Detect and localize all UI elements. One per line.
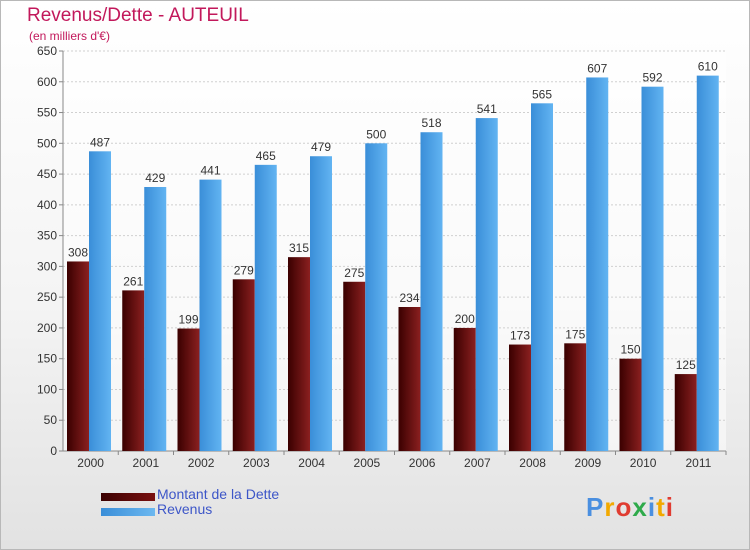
bar-label-dette-2000: 308 [68, 245, 88, 259]
bar-revenus-2010 [641, 86, 664, 451]
bar-revenus-2001 [144, 187, 167, 451]
x-tick-label-2009: 2009 [575, 456, 602, 470]
brand-letter: r [604, 492, 616, 522]
y-tick-label: 500 [37, 136, 57, 150]
x-tick-label-2001: 2001 [133, 456, 160, 470]
bar-label-revenus-2001: 429 [145, 171, 165, 185]
y-tick-label: 200 [37, 321, 57, 335]
bar-label-revenus-2000: 487 [90, 135, 110, 149]
bar-revenus-2003 [254, 164, 277, 451]
x-tick-label-2003: 2003 [243, 456, 270, 470]
brand-letter: t [656, 492, 666, 522]
bar-label-dette-2007: 200 [455, 312, 475, 326]
y-tick-label: 650 [37, 44, 57, 58]
x-tick-label-2007: 2007 [464, 456, 491, 470]
y-tick-label: 150 [37, 352, 57, 366]
bar-label-dette-2004: 315 [289, 241, 309, 255]
bar-label-dette-2011: 125 [676, 358, 696, 372]
legend-label-revenus: Revenus [157, 501, 213, 517]
bar-label-revenus-2002: 441 [200, 164, 220, 178]
bar-label-revenus-2005: 500 [366, 127, 386, 141]
y-tick-label: 350 [37, 229, 57, 243]
bar-revenus-2009 [586, 77, 609, 451]
bar-label-revenus-2006: 518 [421, 116, 441, 130]
bar-dette-2010 [619, 358, 642, 451]
x-tick-label-2006: 2006 [409, 456, 436, 470]
y-tick-label: 50 [44, 413, 58, 427]
bar-dette-2005 [343, 281, 366, 451]
bar-label-revenus-2004: 479 [311, 140, 331, 154]
legend-swatch-revenus [101, 508, 155, 516]
bar-label-revenus-2010: 592 [642, 71, 662, 85]
proxiti-logo: Proxiti [586, 492, 674, 523]
brand-letter: P [586, 492, 605, 522]
bar-label-dette-2005: 275 [344, 266, 364, 280]
bar-label-dette-2008: 173 [510, 329, 530, 343]
bar-dette-2002 [177, 328, 200, 451]
y-tick-label: 550 [37, 106, 57, 120]
y-tick-label: 0 [50, 444, 57, 458]
x-tick-label-2000: 2000 [77, 456, 104, 470]
bar-label-revenus-2007: 541 [477, 102, 497, 116]
bar-dette-2009 [564, 343, 587, 451]
y-tick-label: 250 [37, 290, 57, 304]
bar-dette-2011 [674, 374, 697, 451]
bar-revenus-2006 [420, 132, 443, 451]
bar-label-dette-2003: 279 [234, 263, 254, 277]
brand-letter: x [632, 492, 648, 522]
legend-label-dette: Montant de la Dette [157, 486, 280, 502]
y-tick-label: 100 [37, 382, 57, 396]
bar-revenus-2004 [310, 156, 332, 451]
y-tick-label: 600 [37, 75, 57, 89]
x-tick-label-2004: 2004 [298, 456, 325, 470]
bar-dette-2007 [453, 327, 476, 451]
bar-revenus-2002 [199, 179, 222, 451]
y-tick-label: 300 [37, 259, 57, 273]
bar-label-dette-2006: 234 [399, 291, 419, 305]
bar-dette-2000 [67, 261, 89, 451]
x-tick-label-2002: 2002 [188, 456, 215, 470]
legend-swatch-dette [101, 493, 155, 501]
bar-revenus-2007 [475, 118, 498, 452]
x-tick-label-2010: 2010 [630, 456, 657, 470]
brand-letter: i [665, 492, 674, 522]
chart-title: Revenus/Dette - AUTEUIL [27, 5, 249, 26]
x-tick-label-2011: 2011 [685, 456, 711, 470]
bar-label-dette-2002: 199 [178, 313, 198, 327]
brand-letter: i [647, 492, 657, 522]
bar-label-dette-2009: 175 [565, 327, 585, 341]
bar-label-dette-2001: 261 [123, 274, 143, 288]
y-tick-label: 450 [37, 167, 57, 181]
bar-dette-2006 [398, 307, 421, 451]
bar-dette-2001 [122, 290, 145, 451]
bar-dette-2008 [509, 344, 531, 451]
y-tick-label: 400 [37, 198, 57, 212]
chart-subtitle: (en milliers d'€) [29, 29, 110, 43]
bar-label-revenus-2009: 607 [587, 61, 607, 75]
bar-dette-2003 [232, 279, 255, 451]
bar-revenus-2011 [696, 75, 719, 451]
bar-revenus-2000 [89, 151, 111, 452]
bar-label-revenus-2003: 465 [256, 149, 276, 163]
bar-dette-2004 [288, 257, 310, 451]
bar-revenus-2005 [365, 143, 388, 452]
bar-label-dette-2010: 150 [620, 343, 640, 357]
x-tick-label-2005: 2005 [354, 456, 381, 470]
brand-letter: o [615, 492, 633, 522]
bar-revenus-2008 [531, 103, 553, 452]
x-tick-label-2008: 2008 [519, 456, 546, 470]
plot-area [63, 51, 726, 451]
bar-label-revenus-2011: 610 [698, 60, 718, 74]
bar-label-revenus-2008: 565 [532, 87, 552, 101]
